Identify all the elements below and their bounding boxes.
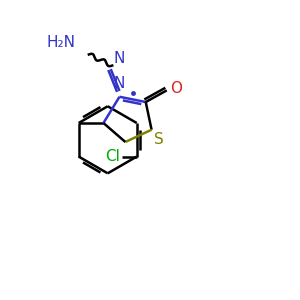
Text: S: S	[154, 132, 164, 147]
Text: N: N	[114, 76, 125, 91]
Text: H₂N: H₂N	[47, 35, 76, 50]
Text: N: N	[113, 51, 124, 66]
Text: O: O	[170, 81, 182, 96]
Text: Cl: Cl	[105, 149, 120, 164]
